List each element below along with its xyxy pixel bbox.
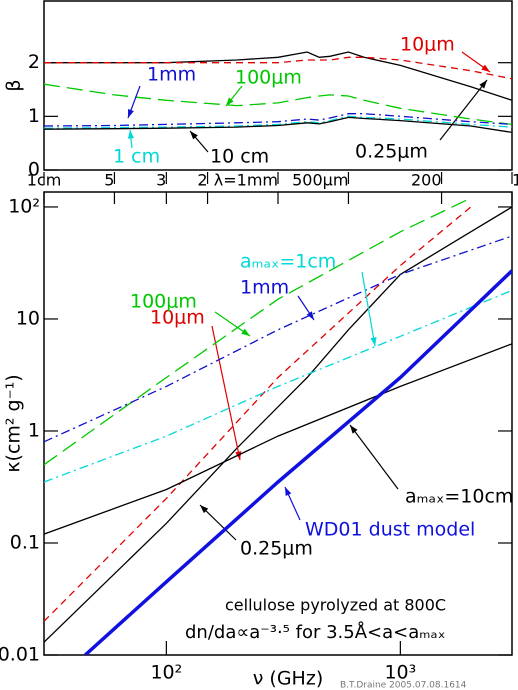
arrow-head <box>479 80 487 89</box>
arrow-head <box>127 130 135 139</box>
series-label: 0.25μm <box>240 538 313 560</box>
note: B.T.Draine 2005.07.08.1614 <box>340 681 467 690</box>
x2-tick-label: 1cm <box>27 171 62 190</box>
x2-tick-label: 200 <box>411 171 442 190</box>
series-label: 10 cm <box>210 146 269 168</box>
series-line <box>44 197 472 466</box>
x2-tick-label: 3 <box>156 171 166 190</box>
series-label: WD01 dust model <box>305 519 475 541</box>
series-line <box>44 83 512 126</box>
series-line <box>44 56 512 80</box>
series-label: 100μm <box>130 291 197 313</box>
y-tick-label: 0.01 <box>0 644 40 666</box>
series-line <box>44 113 512 127</box>
series-label: 100μm <box>235 67 302 89</box>
x2-tick-label: 2 <box>197 171 207 190</box>
series-line <box>44 115 512 129</box>
series-line <box>44 289 512 483</box>
x2-tick-label: 500μm <box>292 171 348 190</box>
series-label: 0.25μm <box>355 141 428 163</box>
y-tick-label: 0 <box>28 159 40 181</box>
series-label: aₘₐₓ=10cm <box>405 486 513 508</box>
arrow-head <box>190 131 198 140</box>
x-tick-label: 10² <box>150 662 182 684</box>
x2-tick-label: 100 <box>512 171 518 190</box>
series-line <box>44 235 512 443</box>
series-label: 1mm <box>147 64 196 86</box>
series-label: aₘₐₓ=1cm <box>240 251 336 273</box>
series-label: 1mm <box>240 277 289 299</box>
note: cellulose pyrolyzed at 800C <box>225 596 446 615</box>
series-label: 10μm <box>150 307 205 329</box>
label-arrow <box>211 325 241 461</box>
label-arrow <box>361 271 376 347</box>
y-axis-label: κ(cm² g⁻¹) <box>3 374 25 472</box>
arrow-head <box>200 505 209 514</box>
plot-frame <box>43 0 513 171</box>
x-tick-label: 10³ <box>384 662 416 684</box>
series-line <box>44 116 512 134</box>
label-arrow <box>349 424 399 490</box>
series-line <box>84 269 512 655</box>
series-label: 10μm <box>400 34 455 56</box>
series-label: 1 cm <box>113 146 160 168</box>
note: dn/da∝a⁻³·⁵ for 3.5Å<a<aₘₐₓ <box>185 621 446 643</box>
series-line <box>44 343 512 535</box>
y-tick-label: 2 <box>28 51 40 73</box>
y-tick-label: 10² <box>8 195 40 217</box>
label-arrow <box>439 79 488 141</box>
arrow-head <box>306 311 314 320</box>
y-tick-label: 1 <box>28 419 40 441</box>
arrow-head <box>370 337 377 346</box>
series-line <box>44 206 512 643</box>
x2-tick-label: 5 <box>104 171 114 190</box>
x2-tick-label: λ=1mm <box>214 171 278 190</box>
y-tick-label: 10 <box>16 307 40 329</box>
series-line <box>44 206 472 622</box>
arrow-head <box>350 425 358 434</box>
x-axis-label: ν (GHz) <box>253 668 323 690</box>
arrow-head <box>241 328 250 336</box>
arrow-head <box>226 97 234 106</box>
y-tick-label: 1 <box>28 105 40 127</box>
arrow-head <box>128 109 134 118</box>
arrow-head <box>481 64 490 72</box>
arrow-head <box>285 487 292 496</box>
y-axis-label: β <box>3 79 25 91</box>
y-tick-label: 0.1 <box>10 531 40 553</box>
